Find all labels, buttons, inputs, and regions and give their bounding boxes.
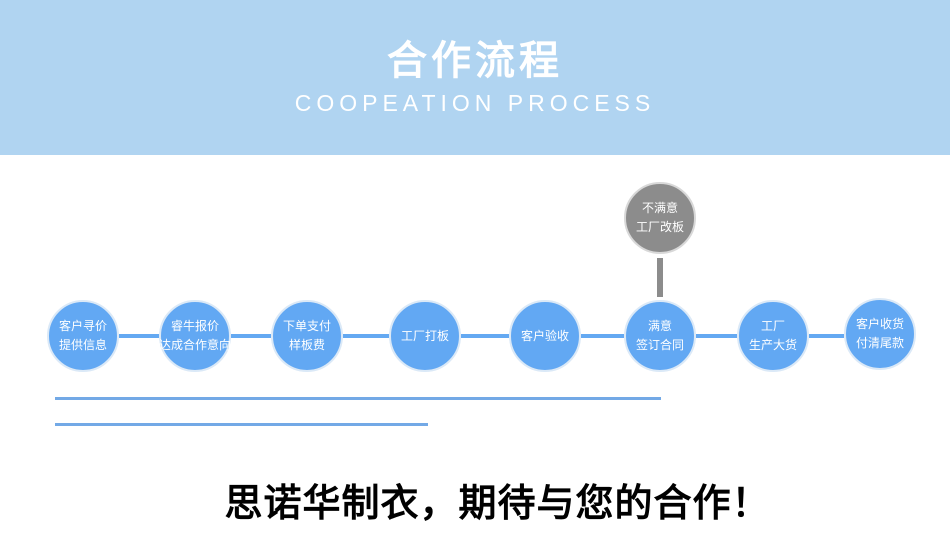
connector [231,334,271,338]
connector [461,334,509,338]
step-5: 客户验收 [509,300,581,372]
connector [809,334,844,338]
connector [581,334,624,338]
page-subtitle: COOPEATION PROCESS [294,90,656,116]
step-4: 工厂打板 [389,300,461,372]
step-8: 客户收货 付清尾款 [844,298,916,370]
slogan: 思诺华制衣，期待与您的合作！ [224,480,771,525]
step-1: 客户寻价 提供信息 [47,300,119,372]
branch-connector [657,258,663,297]
header-band: 合作流程 COOPEATION PROCESS [0,0,950,155]
page-title: 合作流程 [387,38,563,84]
connector [119,334,159,338]
step-2: 睿牛报价 达成合作意向 [159,300,231,372]
step-6: 满意 签订合同 [624,300,696,372]
divider-line [55,397,661,400]
connector [343,334,389,338]
step-3: 下单支付 样板费 [271,300,343,372]
connector [696,334,737,338]
step-7: 工厂 生产大货 [737,300,809,372]
divider-line-short [55,423,428,426]
branch-step: 不满意 工厂改板 [624,182,696,254]
